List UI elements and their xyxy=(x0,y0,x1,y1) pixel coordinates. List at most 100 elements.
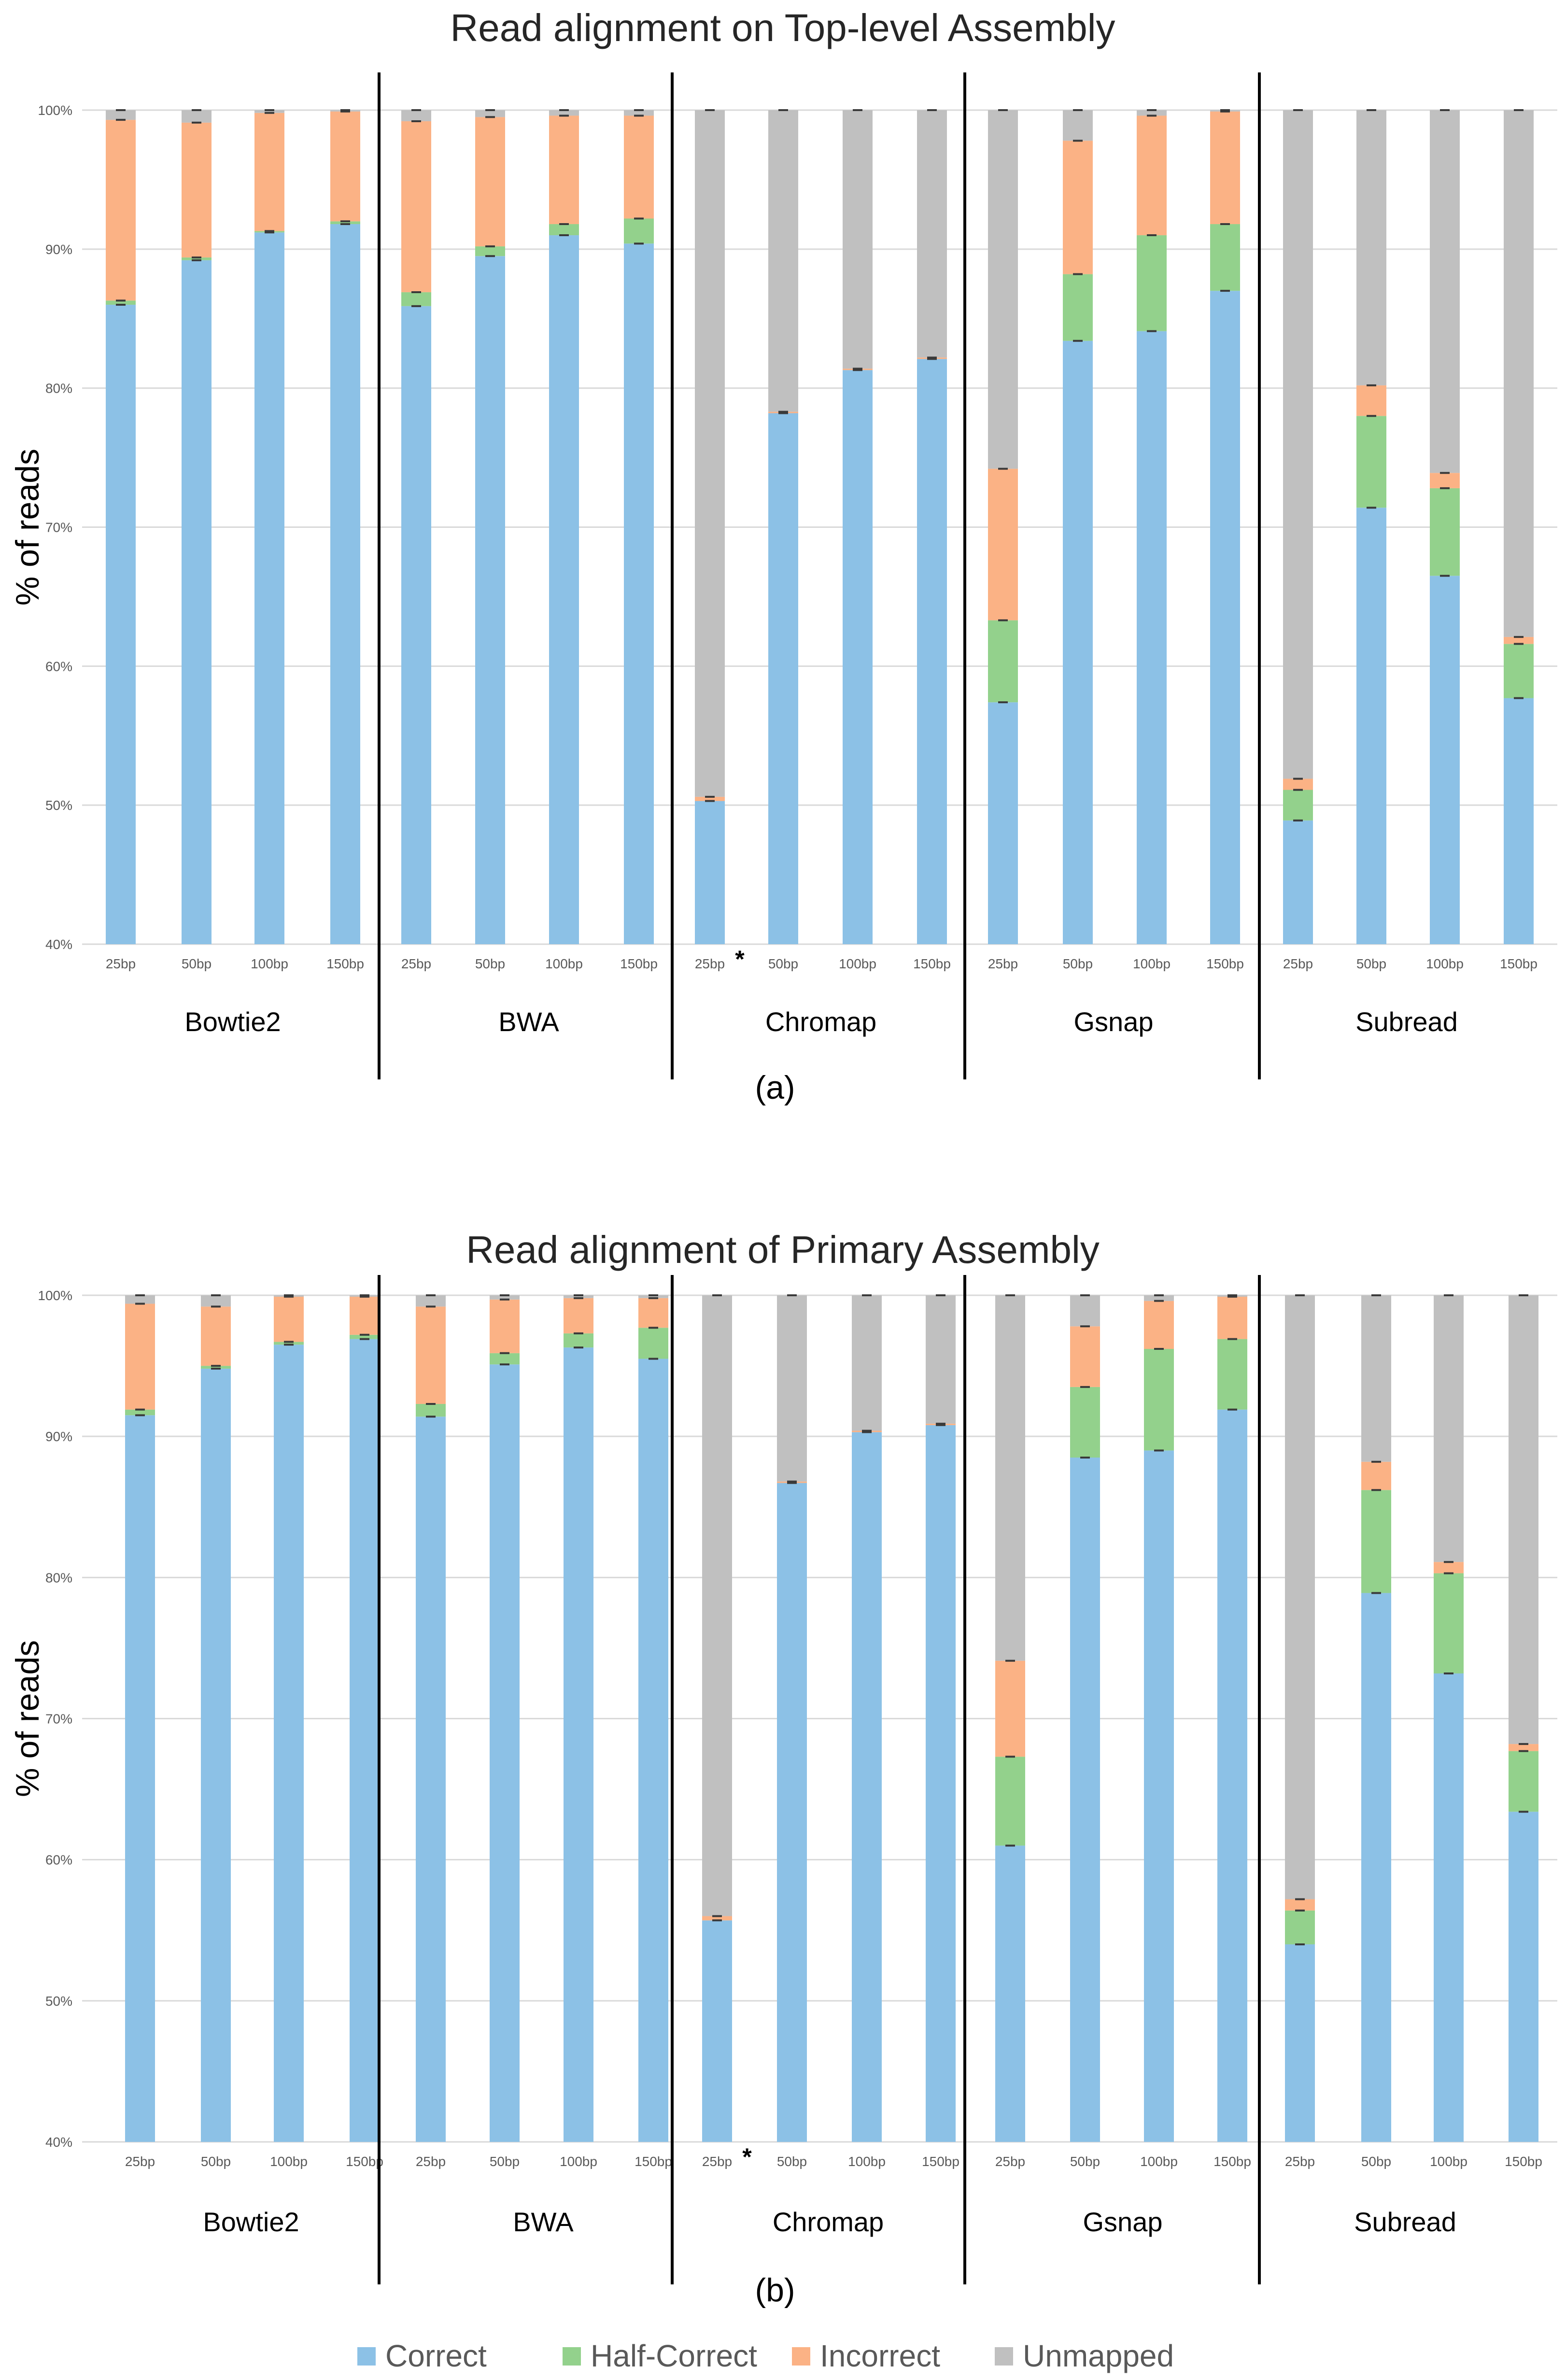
bar-segment-incorrect xyxy=(201,1306,231,1366)
bar-segment-unmapped xyxy=(106,110,136,120)
bar-segment-half-correct xyxy=(638,1328,668,1359)
bar-segment-half-correct xyxy=(1434,1573,1464,1674)
bar-segment-unmapped xyxy=(852,1295,882,1431)
bar-segment-correct xyxy=(125,1415,155,2142)
y-tick-label: 40% xyxy=(45,937,72,952)
chart-title: Read alignment of Primary Assembly xyxy=(466,1228,1100,1271)
bar-segment-half-correct xyxy=(1063,274,1093,341)
bar-segment-correct xyxy=(768,413,798,944)
bar-segment-correct xyxy=(1063,340,1093,944)
bar-segment-unmapped xyxy=(475,110,505,117)
y-tick-label: 100% xyxy=(38,103,72,118)
bar-segment-half-correct xyxy=(475,246,505,256)
x-tick-label: 100bp xyxy=(839,956,876,971)
bar-segment-unmapped xyxy=(1361,1295,1391,1462)
bar-segment-incorrect xyxy=(490,1299,520,1353)
bar-segment-half-correct xyxy=(988,620,1018,703)
x-tick-label: 150bp xyxy=(326,956,364,971)
bar-segment-unmapped xyxy=(254,110,284,113)
bar-segment-correct xyxy=(1144,1450,1174,2142)
bar-segment-half-correct xyxy=(1430,488,1460,576)
bar-segment-correct xyxy=(1137,331,1167,944)
asterisk-marker: * xyxy=(742,2143,752,2170)
bar-segment-incorrect xyxy=(702,1916,732,1921)
legend-label-unmapped: Unmapped xyxy=(1023,2338,1174,2373)
bar-segment-correct xyxy=(182,260,212,944)
bar-segment-half-correct xyxy=(416,1403,446,1417)
bar-segment-incorrect xyxy=(1144,1301,1174,1349)
bar-segment-half-correct xyxy=(201,1366,231,1369)
bar-segment-correct xyxy=(549,235,579,944)
y-tick-label: 60% xyxy=(45,659,72,674)
x-tick-label: 100bp xyxy=(545,956,583,971)
bar-segment-incorrect xyxy=(106,120,136,301)
bar-segment-unmapped xyxy=(1356,110,1386,385)
bar-segment-unmapped xyxy=(416,1295,446,1307)
bar-segment-half-correct xyxy=(1137,235,1167,331)
bar-segment-half-correct xyxy=(1361,1490,1391,1593)
bar-segment-correct xyxy=(1217,1409,1247,2142)
legend-label-half-correct: Half-Correct xyxy=(591,2338,757,2373)
chart-title: Read alignment on Top-level Assembly xyxy=(450,6,1115,49)
y-tick-label: 80% xyxy=(45,1570,72,1585)
bar-segment-correct xyxy=(995,1845,1025,2142)
bar-segment-correct xyxy=(1430,576,1460,944)
bar-segment-incorrect xyxy=(1434,1562,1464,1573)
bar-segment-unmapped xyxy=(1509,1295,1538,1744)
x-tick-label: 50bp xyxy=(768,956,798,971)
bar-segment-unmapped xyxy=(695,110,725,797)
y-tick-label: 40% xyxy=(45,2135,72,2150)
x-tick-label: 150bp xyxy=(1505,2154,1542,2169)
bar-segment-unmapped xyxy=(564,1295,593,1298)
bar-segment-correct xyxy=(1285,1944,1315,2142)
group-label-bwa: BWA xyxy=(513,2207,574,2237)
bar-segment-correct xyxy=(564,1347,593,2142)
bar-segment-incorrect xyxy=(125,1303,155,1410)
bar-segment-correct xyxy=(1210,291,1240,944)
x-tick-label: 50bp xyxy=(1361,2154,1391,2169)
x-tick-label: 25bp xyxy=(995,2154,1025,2169)
y-axis-label: % of reads xyxy=(9,1640,46,1797)
x-tick-label: 150bp xyxy=(635,2154,672,2169)
panel-label: (b) xyxy=(755,2272,795,2309)
asterisk-marker: * xyxy=(735,946,745,973)
bar-segment-correct xyxy=(624,243,654,944)
bar-segment-unmapped xyxy=(1504,110,1534,637)
bar-segment-incorrect xyxy=(1210,111,1240,225)
group-label-gsnap: Gsnap xyxy=(1074,1006,1154,1037)
bar-segment-correct xyxy=(106,304,136,944)
y-tick-label: 90% xyxy=(45,242,72,257)
bar-segment-incorrect xyxy=(1509,1744,1538,1751)
bar-segment-unmapped xyxy=(1070,1295,1100,1327)
bar-segment-unmapped xyxy=(1283,110,1313,779)
bar-segment-incorrect xyxy=(1430,473,1460,488)
bar-segment-half-correct xyxy=(564,1333,593,1348)
bar-segment-incorrect xyxy=(995,1660,1025,1757)
x-tick-label: 100bp xyxy=(1430,2154,1467,2169)
y-tick-label: 80% xyxy=(45,381,72,396)
x-tick-label: 150bp xyxy=(1213,2154,1251,2169)
bar-segment-correct xyxy=(274,1345,304,2142)
bar-segment-unmapped xyxy=(1137,110,1167,116)
x-tick-label: 25bp xyxy=(695,956,725,971)
group-label-bowtie2: Bowtie2 xyxy=(184,1006,281,1037)
bar-segment-half-correct xyxy=(401,292,431,306)
x-tick-label: 150bp xyxy=(1500,956,1538,971)
group-label-chromap: Chromap xyxy=(773,2207,884,2237)
bar-segment-correct xyxy=(638,1359,668,2142)
bar-segment-half-correct xyxy=(1504,644,1534,698)
x-tick-label: 50bp xyxy=(1063,956,1093,971)
bar-segment-incorrect xyxy=(330,111,360,222)
group-label-bowtie2: Bowtie2 xyxy=(203,2207,299,2237)
bar-segment-incorrect xyxy=(1504,637,1534,644)
bar-segment-half-correct xyxy=(1210,224,1240,291)
bar-segment-half-correct xyxy=(1356,416,1386,508)
x-tick-label: 50bp xyxy=(182,956,212,971)
bar-segment-incorrect xyxy=(401,121,431,293)
bar-segment-unmapped xyxy=(777,1295,807,1482)
x-tick-label: 25bp xyxy=(988,956,1018,971)
bar-segment-incorrect xyxy=(1137,115,1167,236)
x-tick-label: 150bp xyxy=(913,956,951,971)
bar-segment-half-correct xyxy=(490,1353,520,1365)
